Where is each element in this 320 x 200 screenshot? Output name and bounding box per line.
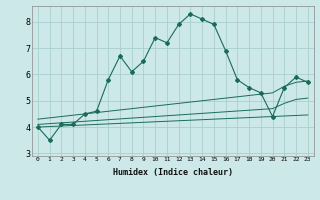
X-axis label: Humidex (Indice chaleur): Humidex (Indice chaleur): [113, 168, 233, 177]
